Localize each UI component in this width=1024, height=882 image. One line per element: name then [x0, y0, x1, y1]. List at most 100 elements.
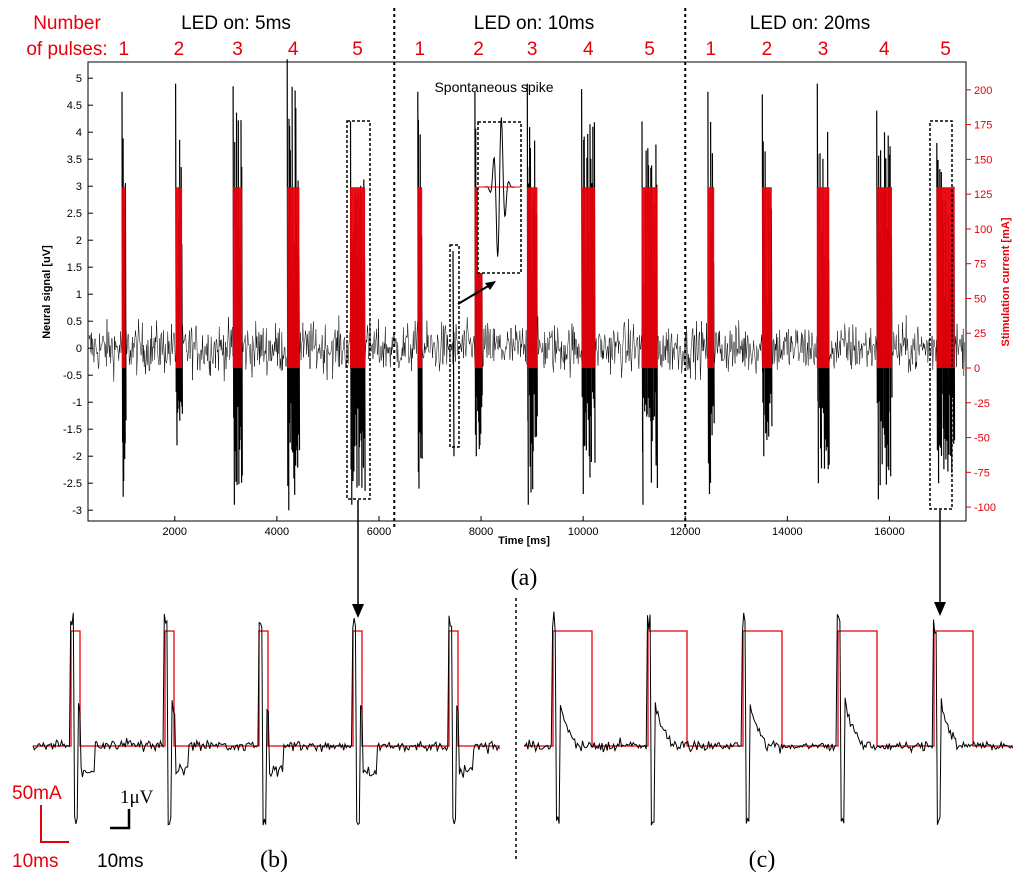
plot-frame — [87, 61, 967, 522]
y2-tick-label: 75 — [974, 259, 986, 271]
left-axis-label: Neural signal [uV] — [41, 245, 53, 339]
annotation-spontaneous-spike: Spontaneous spike — [434, 79, 553, 95]
panel-b-neural-trace — [32, 612, 501, 826]
y2-tick-label: 100 — [974, 224, 992, 236]
group-boundaries — [393, 8, 687, 530]
caption-b: (b) — [260, 847, 288, 873]
x-tick-label: 4000 — [265, 526, 289, 538]
y2-tick-label: -100 — [974, 502, 996, 514]
stimulus-burst — [936, 187, 955, 368]
x-tick-label: 12000 — [670, 526, 701, 538]
scalebar-current-red — [40, 805, 69, 843]
pulse-number: 4 — [583, 39, 594, 60]
stimulus-burst — [641, 187, 658, 368]
y2-tick-label: 200 — [974, 85, 992, 97]
highlight-box-5ms — [346, 120, 371, 500]
x-tick-label: 6000 — [367, 526, 391, 538]
pulse-number: 3 — [232, 39, 243, 60]
x-tick-label: 8000 — [469, 526, 493, 538]
y2-tick-label: 0 — [974, 363, 980, 375]
panels-b-c — [32, 611, 1014, 826]
scalebar-voltage-label: 1μV — [120, 787, 154, 808]
y-tick-label: 0.5 — [67, 316, 82, 328]
pulse-number: 1 — [118, 39, 129, 60]
x-tick-label: 10000 — [568, 526, 599, 538]
y-tick-label: 3.5 — [67, 154, 82, 166]
group-label-5ms: LED on: 5ms — [181, 13, 291, 34]
stimulus-burst — [175, 187, 183, 368]
panel-c-neural-trace — [524, 611, 1014, 826]
y2-tick-label: 25 — [974, 328, 986, 340]
scalebar-time-red-label: 10ms — [12, 851, 58, 872]
stimulation-trace — [121, 187, 955, 368]
pulse-number: 2 — [174, 39, 185, 60]
y2-tick-label: -25 — [974, 398, 990, 410]
y-tick-label: -1 — [72, 397, 82, 409]
stimulus-burst — [474, 187, 483, 368]
caption-a: (a) — [511, 565, 538, 591]
pulse-number: 3 — [527, 39, 538, 60]
pulse-number: 2 — [762, 39, 773, 60]
right-axis-label: Stimulation current [mA] — [1000, 217, 1012, 346]
stimulus-burst — [707, 187, 715, 368]
y-tick-label: -0.5 — [63, 370, 82, 382]
x-tick-label: 2000 — [163, 526, 187, 538]
stimulus-burst — [287, 187, 300, 368]
scalebar-time-black-label: 10ms — [97, 851, 143, 872]
panel-b-stimulus-trace — [33, 630, 500, 747]
y2-tick-label: -75 — [974, 467, 990, 479]
highlight-boxes — [346, 120, 953, 510]
panel-c-stimulus-trace — [524, 630, 1013, 747]
pulse-number: 1 — [705, 39, 716, 60]
spontaneous-spike-box — [449, 244, 460, 448]
left-axis-ticks: -3 -2.5 -2 -1.5 -1 -0.5 0 0.5 1 1.5 2 2.5 3 3.5 4 4.5 5 — [63, 73, 93, 517]
y-tick-label: 3 — [76, 181, 82, 193]
y-tick-label: 2.5 — [67, 208, 82, 220]
stimulus-burst — [350, 187, 366, 368]
scale-bars: 50mA 10ms 1μV 10ms — [12, 783, 154, 872]
x-tick-label: 14000 — [772, 526, 803, 538]
caption-c: (c) — [749, 847, 776, 873]
stimulus-burst — [232, 187, 243, 368]
group-label-20ms: LED on: 20ms — [750, 13, 870, 34]
group-label-10ms: LED on: 10ms — [474, 13, 594, 34]
x-tick-label: 16000 — [874, 526, 905, 538]
scalebar-voltage-black — [110, 809, 131, 830]
y-tick-label: 1.5 — [67, 262, 82, 274]
y-tick-label: 0 — [76, 343, 82, 355]
x-axis-label: Time [ms] — [498, 535, 550, 547]
pulse-number: 4 — [879, 39, 890, 60]
pulse-number: 3 — [818, 39, 829, 60]
y2-tick-label: 150 — [974, 154, 992, 166]
y-tick-label: 5 — [76, 73, 82, 85]
y-tick-label: 2 — [76, 235, 82, 247]
stimulus-burst — [526, 187, 538, 368]
stimulus-burst — [581, 187, 595, 368]
pulse-number: 5 — [352, 39, 363, 60]
noise-trace — [88, 315, 965, 382]
stimulus-burst — [816, 187, 830, 368]
y2-tick-label: 175 — [974, 120, 992, 132]
y-tick-label: -2 — [72, 451, 82, 463]
pulse-number: 5 — [644, 39, 655, 60]
stimulus-burst — [762, 187, 772, 368]
y-tick-label: -3 — [72, 505, 82, 517]
zoom-arrow-b-head — [352, 604, 364, 618]
y2-tick-label: 125 — [974, 189, 992, 201]
neural-signal-trace — [88, 59, 965, 511]
pulse-number: 2 — [473, 39, 484, 60]
stimulus-burst — [121, 187, 126, 368]
pulses-label-line1: Number — [33, 13, 101, 34]
pulse-number: 1 — [415, 39, 426, 60]
panel-a: -3-2.5-2-1.5-1-0.500.511.522.533.544.55 … — [41, 8, 1012, 591]
header: Number of pulses: LED on: 5ms LED on: 10… — [26, 13, 951, 60]
pulse-number: 5 — [940, 39, 951, 60]
inset-arrow-head — [485, 281, 496, 290]
pulses-label-line2: of pulses: — [26, 39, 107, 60]
y-tick-label: 1 — [76, 289, 82, 301]
stimulus-burst — [417, 187, 423, 368]
zoom-arrow-c-head — [934, 602, 946, 616]
highlight-box-20ms — [929, 120, 953, 510]
y-tick-label: 4.5 — [67, 100, 82, 112]
